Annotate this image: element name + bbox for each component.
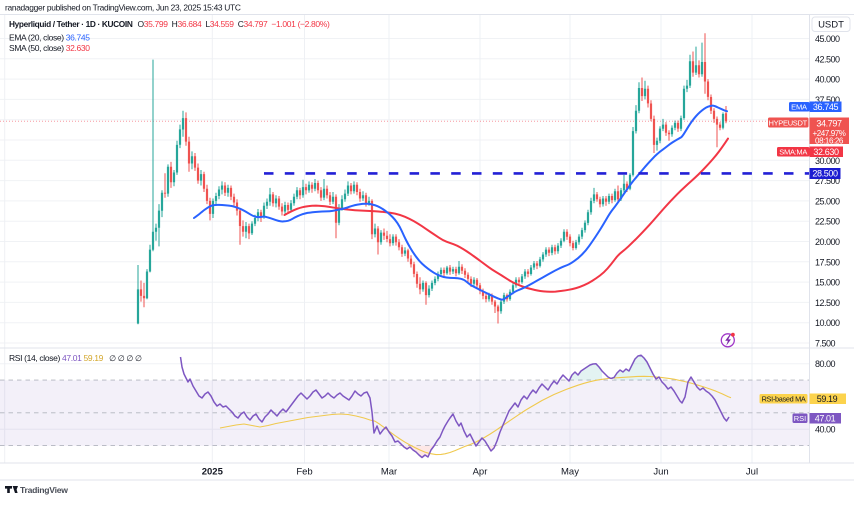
- svg-text:32.630: 32.630: [813, 147, 839, 157]
- svg-text:15.000: 15.000: [815, 278, 840, 288]
- svg-text:25.000: 25.000: [815, 196, 840, 206]
- svg-text:34.797: 34.797: [816, 118, 842, 128]
- svg-text:HYPEUSDT: HYPEUSDT: [768, 118, 807, 127]
- svg-text:RSI (14, close) 47.01 59.19 ∅: RSI (14, close) 47.01 59.19 ∅ ∅ ∅ ∅: [9, 353, 142, 363]
- svg-text:08:16:26: 08:16:26: [815, 136, 844, 145]
- svg-text:Mar: Mar: [381, 467, 397, 478]
- svg-text:27.500: 27.500: [815, 176, 840, 186]
- svg-text:42.500: 42.500: [815, 54, 840, 64]
- svg-text:Jun: Jun: [653, 467, 668, 478]
- svg-text:USDT: USDT: [818, 20, 844, 31]
- svg-text:2025: 2025: [202, 467, 224, 478]
- svg-text:Feb: Feb: [296, 467, 312, 478]
- svg-text:28.500: 28.500: [812, 169, 838, 179]
- svg-text:RSI: RSI: [794, 414, 807, 423]
- svg-text:+247.97%: +247.97%: [812, 129, 845, 138]
- svg-text:SMA (50, close) 32.630: SMA (50, close) 32.630: [9, 43, 90, 53]
- svg-text:12.500: 12.500: [815, 298, 840, 308]
- svg-text:RSI-based MA: RSI-based MA: [762, 394, 806, 403]
- svg-text:Apr: Apr: [473, 467, 488, 478]
- svg-text:10.000: 10.000: [815, 318, 840, 328]
- svg-text:22.500: 22.500: [815, 217, 840, 227]
- svg-text:Jul: Jul: [746, 467, 758, 478]
- svg-text:TradingView: TradingView: [20, 485, 68, 495]
- svg-text:40.00: 40.00: [815, 425, 836, 435]
- svg-text:EMA: EMA: [791, 102, 807, 111]
- svg-text:7.500: 7.500: [815, 339, 836, 349]
- svg-text:47.01: 47.01: [815, 413, 836, 423]
- svg-text:80.00: 80.00: [815, 359, 836, 369]
- svg-text:36.745: 36.745: [813, 102, 839, 112]
- svg-text:SMA:MA: SMA:MA: [779, 147, 807, 156]
- svg-text:37.500: 37.500: [815, 95, 840, 105]
- svg-text:EMA (20, close) 36.745: EMA (20, close) 36.745: [9, 33, 90, 43]
- svg-text:59.19: 59.19: [817, 394, 838, 404]
- svg-text:ranadagger published on Tradin: ranadagger published on TradingView.com,…: [5, 3, 241, 13]
- svg-text:20.000: 20.000: [815, 237, 840, 247]
- svg-text:Hyperliquid / Tether · 1D · KU: Hyperliquid / Tether · 1D · KUCOIN O35.79…: [9, 19, 330, 29]
- svg-text:40.000: 40.000: [815, 75, 840, 85]
- svg-text:30.000: 30.000: [815, 156, 840, 166]
- svg-text:45.000: 45.000: [815, 34, 840, 44]
- svg-text:May: May: [561, 467, 579, 478]
- svg-text:17.500: 17.500: [815, 257, 840, 267]
